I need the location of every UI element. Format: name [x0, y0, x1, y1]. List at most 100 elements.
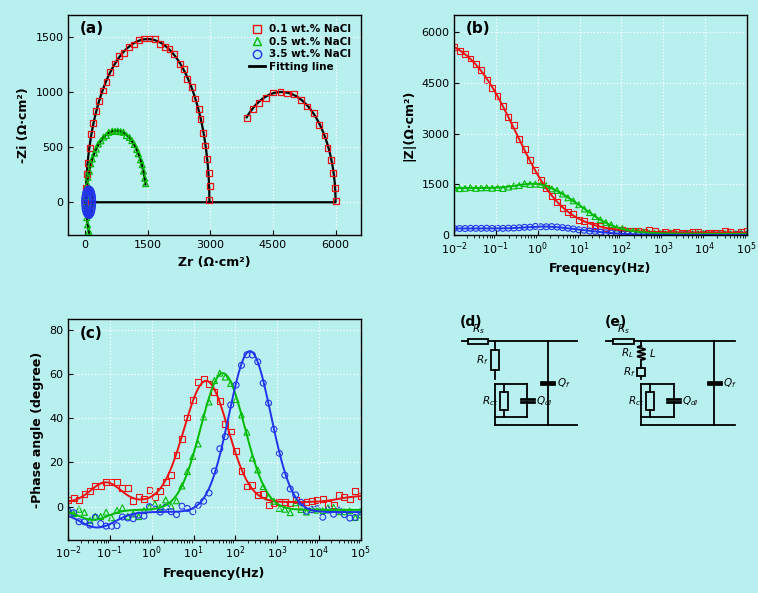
Point	[246, 480, 258, 489]
Point	[497, 224, 509, 233]
Point	[123, 42, 135, 52]
Point	[513, 181, 525, 190]
Point	[83, 211, 95, 220]
Bar	[491, 350, 500, 370]
Point	[121, 131, 133, 141]
Point	[551, 186, 563, 195]
Point	[230, 380, 242, 390]
Point	[713, 229, 725, 238]
Point	[616, 224, 628, 233]
Point	[95, 482, 107, 491]
Text: $R_s$: $R_s$	[618, 323, 630, 336]
Point	[78, 517, 90, 527]
Point	[274, 503, 286, 513]
Point	[219, 432, 231, 441]
Point	[100, 508, 112, 517]
Point	[730, 230, 742, 240]
Point	[594, 227, 606, 237]
Point	[312, 504, 324, 514]
Point	[262, 492, 274, 502]
Point	[333, 505, 345, 515]
Point	[578, 225, 590, 235]
Point	[100, 130, 112, 140]
Point	[224, 427, 236, 436]
Point	[741, 229, 753, 239]
Point	[551, 197, 563, 207]
Point	[87, 118, 99, 127]
Point	[79, 197, 91, 207]
Point	[338, 507, 350, 517]
Point	[149, 499, 161, 509]
Point	[105, 522, 117, 531]
Point	[201, 154, 213, 164]
Point	[343, 514, 356, 523]
Point	[322, 505, 334, 515]
Point	[486, 224, 498, 233]
Point	[730, 229, 742, 238]
Point	[83, 158, 95, 167]
Point	[176, 434, 188, 444]
Point	[122, 512, 134, 521]
Point	[203, 196, 215, 205]
Point	[448, 183, 460, 192]
Point	[133, 492, 145, 501]
Point	[73, 505, 85, 514]
Point	[295, 95, 307, 104]
Point	[529, 165, 541, 175]
Point	[80, 206, 92, 216]
Point	[90, 106, 102, 116]
Point	[139, 179, 152, 189]
Point	[719, 229, 731, 238]
Point	[127, 514, 139, 524]
Point	[567, 196, 579, 206]
Point	[111, 477, 123, 487]
Point	[562, 207, 574, 216]
Point	[274, 88, 287, 97]
Point	[252, 465, 264, 474]
Point	[475, 183, 487, 193]
Point	[459, 224, 471, 233]
Point	[79, 202, 91, 211]
Point	[713, 228, 725, 238]
Point	[325, 155, 337, 164]
Point	[632, 229, 644, 239]
Point	[81, 180, 93, 189]
Point	[508, 181, 520, 191]
Point	[138, 511, 150, 521]
Point	[670, 229, 682, 238]
Point	[284, 508, 296, 517]
Point	[290, 495, 302, 505]
Point	[267, 88, 279, 97]
Point	[86, 201, 99, 211]
Text: (a): (a)	[80, 21, 104, 36]
Point	[94, 258, 106, 267]
Point	[186, 396, 199, 405]
Point	[343, 506, 356, 515]
Point	[632, 227, 644, 237]
Point	[116, 503, 128, 512]
Point	[111, 506, 123, 515]
Point	[268, 496, 280, 506]
Point	[305, 505, 318, 514]
Point	[322, 503, 334, 512]
Bar	[646, 391, 654, 410]
Point	[600, 218, 612, 227]
Point	[343, 495, 356, 504]
Point	[84, 210, 96, 219]
Point	[168, 49, 180, 59]
Point	[497, 101, 509, 111]
Point	[605, 220, 617, 229]
Point	[290, 498, 302, 508]
Point	[665, 228, 677, 238]
Text: $R_{ct}$: $R_{ct}$	[481, 394, 498, 407]
Point	[105, 513, 117, 522]
Point	[80, 200, 92, 209]
Point	[198, 496, 210, 506]
Point	[741, 226, 753, 235]
Point	[79, 196, 91, 205]
Point	[318, 130, 330, 140]
Point	[96, 262, 108, 271]
Point	[697, 230, 709, 240]
Point	[486, 183, 498, 193]
Point	[202, 168, 215, 178]
